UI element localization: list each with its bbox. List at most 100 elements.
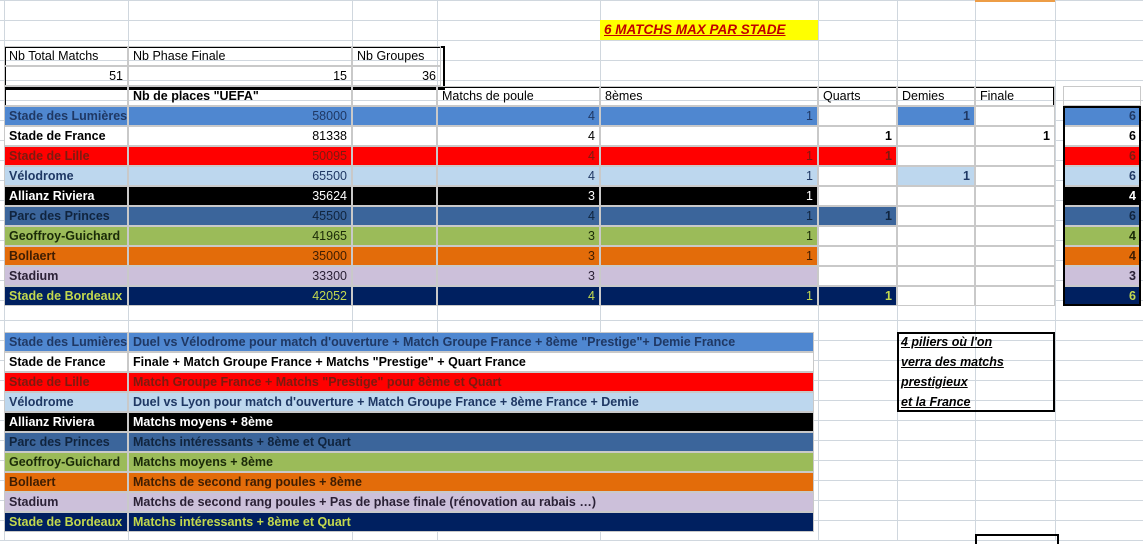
- main-cell-poule[interactable]: 3: [437, 246, 600, 266]
- main-cell-huitiemes[interactable]: 1: [600, 246, 818, 266]
- main-cell-quarts[interactable]: [818, 106, 897, 126]
- main-cell-total[interactable]: 6: [1063, 146, 1141, 166]
- main-cell-finale[interactable]: [975, 106, 1055, 126]
- main-cell-capacity[interactable]: 33300: [128, 266, 352, 286]
- main-cell-demies[interactable]: [897, 186, 975, 206]
- main-cell-total[interactable]: 4: [1063, 246, 1141, 266]
- main-cell-quarts[interactable]: [818, 246, 897, 266]
- main-cell-demies[interactable]: [897, 246, 975, 266]
- main-cell-huitiemes[interactable]: 1: [600, 186, 818, 206]
- main-cell-demies[interactable]: [897, 226, 975, 246]
- notes-cell-description[interactable]: Matchs de second rang poules + Pas de ph…: [128, 492, 814, 512]
- main-cell-spacer[interactable]: [352, 226, 437, 246]
- main-cell-huitiemes[interactable]: [600, 266, 818, 286]
- notes-cell-stadium[interactable]: Parc des Princes: [4, 432, 128, 452]
- main-cell-total[interactable]: 3: [1063, 266, 1141, 286]
- main-cell-stadium[interactable]: Bollaert: [4, 246, 128, 266]
- main-cell-finale[interactable]: [975, 266, 1055, 286]
- main-cell-stadium[interactable]: Parc des Princes: [4, 206, 128, 226]
- main-cell-total[interactable]: 6: [1063, 206, 1141, 226]
- main-cell-quarts[interactable]: [818, 166, 897, 186]
- main-cell-demies[interactable]: [897, 266, 975, 286]
- main-cell-finale[interactable]: [975, 146, 1055, 166]
- notes-cell-stadium[interactable]: Bollaert: [4, 472, 128, 492]
- main-cell-quarts[interactable]: 1: [818, 146, 897, 166]
- main-cell-huitiemes[interactable]: 1: [600, 166, 818, 186]
- main-cell-quarts[interactable]: 1: [818, 126, 897, 146]
- main-cell-spacer[interactable]: [352, 246, 437, 266]
- main-cell-capacity[interactable]: 35000: [128, 246, 352, 266]
- notes-cell-description[interactable]: Matchs de second rang poules + 8ème: [128, 472, 814, 492]
- main-cell-quarts[interactable]: [818, 226, 897, 246]
- main-cell-spacer[interactable]: [352, 126, 437, 146]
- main-cell-spacer[interactable]: [352, 206, 437, 226]
- main-cell-finale[interactable]: [975, 166, 1055, 186]
- main-cell-spacer[interactable]: [352, 266, 437, 286]
- main-cell-finale[interactable]: [975, 226, 1055, 246]
- main-cell-total[interactable]: 6: [1063, 126, 1141, 146]
- main-cell-huitiemes[interactable]: 1: [600, 206, 818, 226]
- main-cell-quarts[interactable]: 1: [818, 286, 897, 306]
- main-cell-capacity[interactable]: 65500: [128, 166, 352, 186]
- main-cell-huitiemes[interactable]: [600, 126, 818, 146]
- main-cell-stadium[interactable]: Stade de Lille: [4, 146, 128, 166]
- notes-cell-description[interactable]: Duel vs Lyon pour match d'ouverture + Ma…: [128, 392, 814, 412]
- notes-cell-stadium[interactable]: Stade de Lille: [4, 372, 128, 392]
- main-cell-demies[interactable]: 1: [897, 106, 975, 126]
- main-cell-poule[interactable]: 4: [437, 106, 600, 126]
- notes-cell-stadium[interactable]: Geoffroy-Guichard: [4, 452, 128, 472]
- notes-cell-description[interactable]: Matchs intéressants + 8ème et Quart: [128, 432, 814, 452]
- main-cell-stadium[interactable]: Vélodrome: [4, 166, 128, 186]
- main-cell-demies[interactable]: [897, 146, 975, 166]
- main-cell-demies[interactable]: [897, 126, 975, 146]
- main-cell-huitiemes[interactable]: 1: [600, 146, 818, 166]
- main-cell-stadium[interactable]: Allianz Riviera: [4, 186, 128, 206]
- main-cell-capacity[interactable]: 81338: [128, 126, 352, 146]
- main-cell-finale[interactable]: 1: [975, 126, 1055, 146]
- main-cell-poule[interactable]: 4: [437, 146, 600, 166]
- main-cell-poule[interactable]: 4: [437, 206, 600, 226]
- notes-cell-description[interactable]: Match Groupe France + Matchs "Prestige" …: [128, 372, 814, 392]
- notes-cell-description[interactable]: Duel vs Vélodrome pour match d'ouverture…: [128, 332, 814, 352]
- main-cell-finale[interactable]: [975, 246, 1055, 266]
- main-cell-quarts[interactable]: [818, 186, 897, 206]
- main-cell-demies[interactable]: [897, 286, 975, 306]
- main-cell-total[interactable]: 6: [1063, 286, 1141, 306]
- main-cell-stadium[interactable]: Geoffroy-Guichard: [4, 226, 128, 246]
- main-cell-capacity[interactable]: 41965: [128, 226, 352, 246]
- notes-cell-description[interactable]: Finale + Match Groupe France + Matchs "P…: [128, 352, 814, 372]
- notes-cell-stadium[interactable]: Vélodrome: [4, 392, 128, 412]
- main-cell-finale[interactable]: [975, 286, 1055, 306]
- main-cell-spacer[interactable]: [352, 106, 437, 126]
- notes-cell-description[interactable]: Matchs intéressants + 8ème et Quart: [128, 512, 814, 532]
- main-cell-capacity[interactable]: 35624: [128, 186, 352, 206]
- main-cell-poule[interactable]: 4: [437, 126, 600, 146]
- notes-cell-stadium[interactable]: Stadium: [4, 492, 128, 512]
- main-cell-total[interactable]: 4: [1063, 186, 1141, 206]
- main-cell-poule[interactable]: 3: [437, 226, 600, 246]
- main-cell-capacity[interactable]: 50095: [128, 146, 352, 166]
- main-cell-capacity[interactable]: 58000: [128, 106, 352, 126]
- main-cell-huitiemes[interactable]: 1: [600, 286, 818, 306]
- main-cell-poule[interactable]: 3: [437, 266, 600, 286]
- main-cell-quarts[interactable]: 1: [818, 206, 897, 226]
- main-cell-stadium[interactable]: Stade de Bordeaux: [4, 286, 128, 306]
- main-cell-finale[interactable]: [975, 186, 1055, 206]
- notes-cell-description[interactable]: Matchs moyens + 8ème: [128, 412, 814, 432]
- main-cell-stadium[interactable]: Stadium: [4, 266, 128, 286]
- main-cell-stadium[interactable]: Stade des Lumières: [4, 106, 128, 126]
- notes-cell-description[interactable]: Matchs moyens + 8ème: [128, 452, 814, 472]
- main-cell-total[interactable]: 4: [1063, 226, 1141, 246]
- notes-cell-stadium[interactable]: Stade de France: [4, 352, 128, 372]
- main-cell-poule[interactable]: 4: [437, 286, 600, 306]
- main-cell-quarts[interactable]: [818, 266, 897, 286]
- main-cell-huitiemes[interactable]: 1: [600, 106, 818, 126]
- main-cell-spacer[interactable]: [352, 166, 437, 186]
- notes-cell-stadium[interactable]: Stade des Lumières: [4, 332, 128, 352]
- main-cell-demies[interactable]: [897, 206, 975, 226]
- main-cell-total[interactable]: 6: [1063, 106, 1141, 126]
- main-cell-spacer[interactable]: [352, 286, 437, 306]
- main-cell-finale[interactable]: [975, 206, 1055, 226]
- notes-cell-stadium[interactable]: Stade de Bordeaux: [4, 512, 128, 532]
- main-cell-total[interactable]: 6: [1063, 166, 1141, 186]
